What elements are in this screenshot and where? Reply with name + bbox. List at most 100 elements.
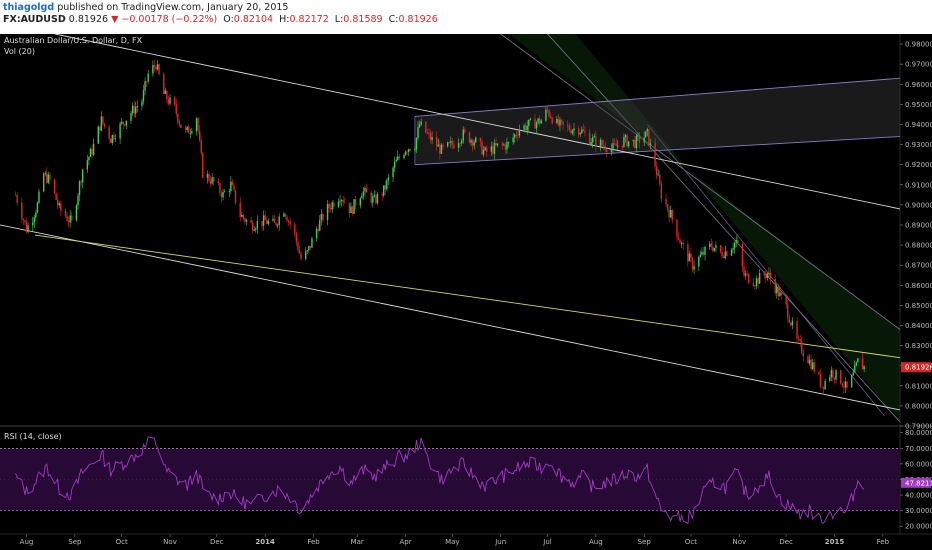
down-channel-mid xyxy=(647,124,885,417)
candle-body xyxy=(726,251,728,256)
candle-body xyxy=(300,253,302,260)
candle-body xyxy=(32,222,34,226)
last-price-tag-bg xyxy=(901,362,931,373)
candle-body xyxy=(623,137,625,147)
candle-body xyxy=(42,174,45,192)
candle-body xyxy=(306,250,308,252)
candle-body xyxy=(239,202,241,217)
candle-body xyxy=(66,216,68,221)
candle-body xyxy=(375,195,377,204)
candle-body xyxy=(153,65,156,67)
candle-body xyxy=(701,251,703,255)
candle-body xyxy=(340,200,343,201)
candle-body xyxy=(202,153,204,178)
last-price: 0.81926 xyxy=(68,14,109,25)
price-tick-label: 0.79000 xyxy=(905,423,932,431)
candle-body xyxy=(351,206,354,214)
candle-body xyxy=(135,107,137,114)
price-tick-label: 0.80000 xyxy=(905,402,932,410)
candle-body xyxy=(376,193,379,204)
candle-body xyxy=(57,200,59,206)
candle-body xyxy=(119,123,121,139)
candle-body xyxy=(840,370,842,384)
rsi-axis[interactable]: 80.000070.000060.000050.000040.000030.00… xyxy=(900,429,932,531)
price-axis[interactable]: 0.98000 0.97000 0.96000 0.95000 0.94000 0.930… xyxy=(900,41,932,431)
candle-body xyxy=(752,282,755,286)
candle-body xyxy=(551,118,553,124)
rsi-tick-label: 60.0000 xyxy=(905,460,932,468)
candle-body xyxy=(846,381,848,388)
time-tick-label: Dec xyxy=(210,538,224,546)
candle-body xyxy=(27,225,29,233)
candle-body xyxy=(429,133,432,141)
candle-body xyxy=(158,64,160,75)
rsi-pane xyxy=(0,436,900,525)
candle-body xyxy=(593,136,595,138)
candle-body xyxy=(53,179,56,193)
volume-indicator-label: Vol (20) xyxy=(4,47,35,56)
candle-body xyxy=(16,194,18,203)
candle-body xyxy=(616,145,619,147)
candle-body xyxy=(506,142,508,150)
candle-body xyxy=(704,246,706,255)
candle-body xyxy=(730,249,733,256)
candle-body xyxy=(155,66,157,70)
candle-body xyxy=(721,252,723,257)
candle-body xyxy=(298,250,301,254)
candle-body xyxy=(786,304,789,319)
candle-body xyxy=(737,239,739,244)
candle-body xyxy=(648,129,650,146)
candle-body xyxy=(361,195,363,199)
candle-body xyxy=(807,356,809,364)
candle-body xyxy=(691,258,694,270)
candle-body xyxy=(796,321,798,339)
candle-body xyxy=(209,180,212,184)
candle-body xyxy=(682,242,684,245)
candle-body xyxy=(504,144,507,150)
chart-header: thiagolgd published on TradingView.com, … xyxy=(0,0,932,34)
candle-body xyxy=(124,124,126,126)
publish-text: published on TradingView.com, January 20… xyxy=(57,2,289,13)
candle-body xyxy=(534,118,536,129)
time-axis[interactable]: Aug Sep Oct Nov Dec 2014 Feb Mar Apr May Jun Jul Aug… xyxy=(20,534,890,546)
candle-body xyxy=(808,359,811,364)
candle-body xyxy=(184,127,187,131)
candle-body xyxy=(103,123,106,127)
candle-body xyxy=(732,248,734,250)
candle-body xyxy=(688,253,691,262)
candle-body xyxy=(857,358,859,363)
candle-body xyxy=(217,181,220,184)
candle-body xyxy=(571,130,574,134)
chart-canvas[interactable]: 0.98000 0.97000 0.96000 0.95000 0.94000 0.930… xyxy=(0,34,932,550)
rsi-value-tag: 47.8211 xyxy=(905,479,932,487)
symbol[interactable]: FX:AUDUSD xyxy=(3,14,66,25)
candle-body xyxy=(568,126,571,131)
candle-body xyxy=(559,119,561,126)
candle-body xyxy=(262,215,265,226)
candle-body xyxy=(545,109,547,121)
candle-body xyxy=(581,129,583,133)
candle-body xyxy=(397,156,399,161)
candle-body xyxy=(406,151,408,153)
price-tick-label: 0.96000 xyxy=(905,81,932,89)
candle-body xyxy=(811,362,814,370)
candle-body xyxy=(546,109,549,111)
candle-body xyxy=(141,101,143,107)
rising-channel-lower xyxy=(414,136,901,166)
candle-body xyxy=(297,241,299,251)
candle-body xyxy=(490,146,493,152)
candle-body xyxy=(80,181,82,183)
candle-body xyxy=(58,203,60,206)
time-tick-label: Sep xyxy=(68,538,82,546)
candle-body xyxy=(677,236,680,240)
price-tick-label: 0.86000 xyxy=(905,282,932,290)
candle-body xyxy=(484,147,486,150)
candle-body xyxy=(604,146,606,151)
candle-body xyxy=(577,128,580,135)
candle-body xyxy=(833,377,836,380)
candle-body xyxy=(861,358,864,370)
candle-body xyxy=(364,187,366,192)
author-link[interactable]: thiagolgd xyxy=(3,2,55,13)
candle-body xyxy=(33,217,36,223)
time-tick-label: Dec xyxy=(779,538,793,546)
